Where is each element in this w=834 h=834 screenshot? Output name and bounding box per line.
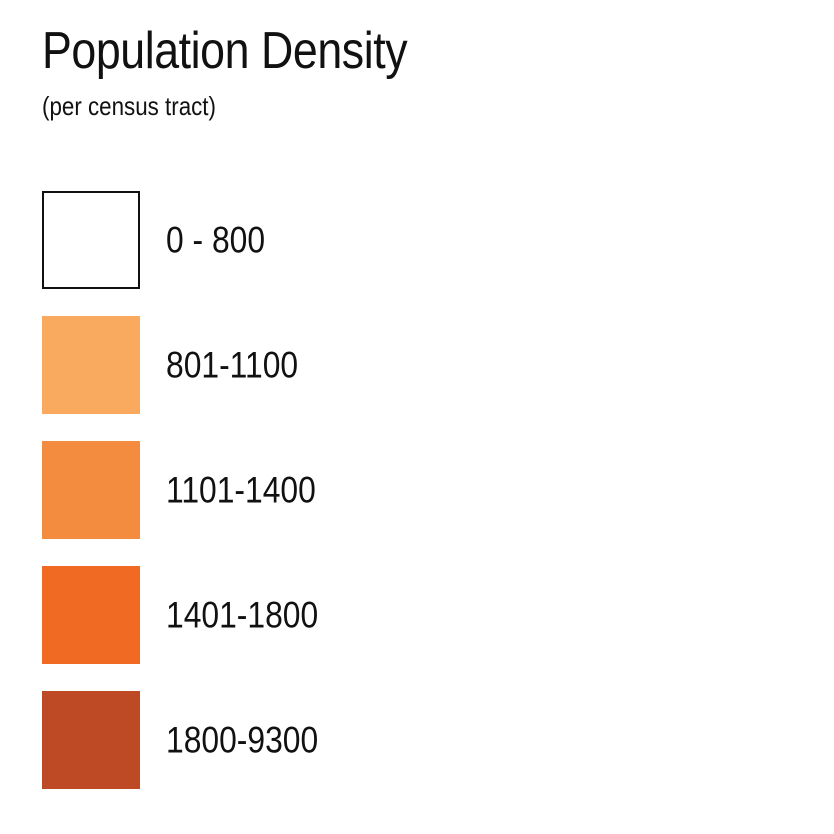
legend-swatch [42,316,140,414]
legend-item-label: 1401-1800 [166,594,319,636]
legend-item-1401-1800: 1401-1800 [42,566,542,664]
legend-item-label: 801-1100 [166,344,299,386]
legend-title: Population Density [42,22,408,80]
legend-item-label: 1101-1400 [166,469,316,511]
legend-item-label: 1800-9300 [166,719,319,761]
legend-item-801-1100: 801-1100 [42,316,542,414]
legend-subtitle: (per census tract) [42,91,216,121]
legend-swatch [42,566,140,664]
legend-item-1800-9300: 1800-9300 [42,691,542,789]
legend-swatch [42,691,140,789]
legend-swatch [42,441,140,539]
legend-swatch [42,191,140,289]
legend-item-1101-1400: 1101-1400 [42,441,542,539]
legend-item-label: 0 - 800 [166,219,266,261]
legend-item-0-800: 0 - 800 [42,191,542,289]
